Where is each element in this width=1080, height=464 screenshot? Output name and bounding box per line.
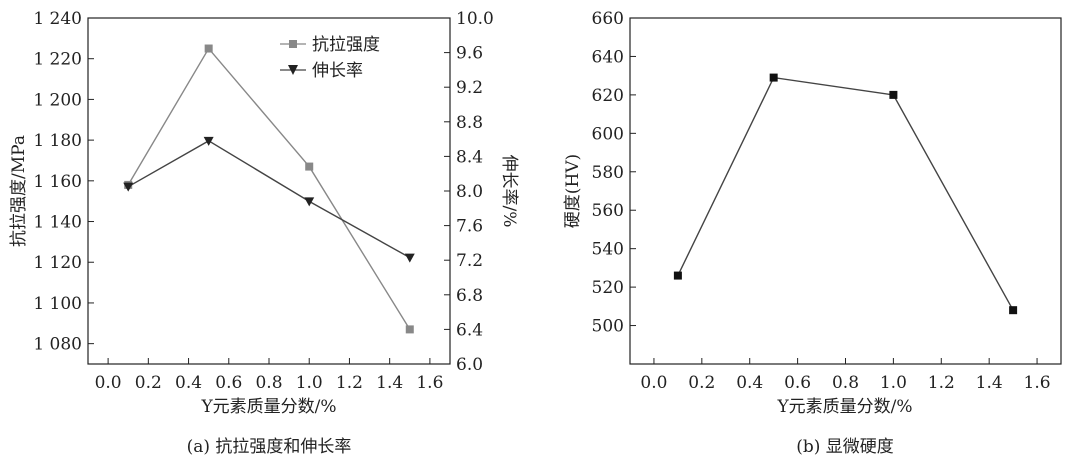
x-tick-label: 1.4	[976, 373, 1003, 393]
x-tick-label: 0.0	[95, 373, 122, 393]
y2-tick-label: 9.2	[456, 78, 483, 98]
chart-a-x-ticks: 0.0 0.2 0.4 0.6 0.8 1.0 1.2 1.4 1.6	[95, 358, 443, 393]
chart-b-x-ticks: 0.0 0.2 0.4 0.6 0.8 1.0 1.2 1.4 1.6	[640, 358, 1051, 393]
y2-tick-label: 8.8	[456, 113, 483, 133]
x-tick-label: 0.4	[736, 373, 763, 393]
y2-tick-label: 6.4	[456, 320, 483, 340]
chart-b-y-ticks: 500 520 540 560 580 600 620 640 660	[592, 9, 636, 337]
x-tick-label: 0.4	[175, 373, 202, 393]
y-tick-label: 560	[592, 201, 624, 221]
y-tick-label: 1 220	[33, 50, 82, 70]
x-tick-label: 0.8	[255, 373, 282, 393]
x-tick-label: 1.2	[928, 373, 955, 393]
y2-tick-label: 9.6	[456, 44, 483, 64]
data-point	[304, 197, 315, 207]
data-point	[769, 73, 778, 82]
data-point	[405, 325, 414, 334]
y-tick-label: 500	[592, 317, 624, 337]
x-tick-label: 0.8	[832, 373, 859, 393]
y-tick-label: 540	[592, 240, 624, 260]
y2-tick-label: 8.4	[456, 147, 483, 167]
data-point	[305, 162, 314, 171]
x-tick-label: 1.0	[880, 373, 907, 393]
data-point	[404, 253, 415, 263]
legend-label-tensile: 抗拉强度	[312, 35, 380, 55]
y-tick-label: 1 180	[33, 131, 82, 151]
y-tick-label: 1 240	[33, 9, 82, 29]
x-tick-label: 0.2	[135, 373, 162, 393]
chart-a-y-axis-title: 抗拉强度/MPa	[9, 135, 29, 247]
chart-a-y2-axis-title: 伸长率/%	[499, 155, 519, 228]
y-tick-label: 580	[592, 163, 624, 183]
y-tick-label: 1 120	[33, 253, 82, 273]
chart-b: 0.0 0.2 0.4 0.6 0.8 1.0 1.2 1.4 1.6 500 520 540 560…	[563, 9, 1062, 457]
y-tick-label: 620	[592, 86, 624, 106]
data-point	[123, 182, 134, 192]
y-tick-label: 1 080	[33, 335, 82, 355]
chart-b-x-axis-title: Y元素质量分数/%	[776, 397, 912, 417]
data-point	[889, 90, 898, 99]
series-line-1	[127, 140, 411, 259]
chart-a-y-ticks: 1 080 1 100 1 120 1 140 1 160 1 180 1 200 1 220…	[33, 9, 94, 355]
chart-b-series	[673, 73, 1018, 315]
chart-a-series	[123, 44, 415, 334]
x-tick-label: 1.4	[376, 373, 403, 393]
chart-a-caption: (a) 抗拉强度和伸长率	[187, 437, 352, 457]
x-tick-label: 1.0	[296, 373, 323, 393]
chart-b-plot-frame	[629, 17, 1062, 365]
data-point	[204, 44, 213, 53]
y2-tick-label: 7.6	[456, 217, 483, 237]
chart-b-caption: (b) 显微硬度	[796, 437, 894, 457]
chart-a-plot-frame	[87, 17, 451, 365]
y2-tick-label: 6.8	[456, 286, 483, 306]
y-tick-label: 1 140	[33, 213, 82, 233]
chart-a-x-axis-title: Y元素质量分数/%	[200, 397, 336, 417]
y-tick-label: 660	[592, 9, 624, 29]
chart-a-legend: 抗拉强度 伸长率	[280, 35, 380, 81]
legend-marker-elongation	[288, 65, 298, 75]
series-line-0	[677, 76, 1014, 311]
x-tick-label: 0.6	[215, 373, 242, 393]
chart-a-y2-ticks: 6.0 6.4 6.8 7.2 7.6 8.0 8.4 8.8 9.2 9.6 10.0	[444, 9, 494, 375]
y2-tick-label: 6.0	[456, 355, 483, 375]
series-line-0	[127, 47, 411, 330]
y2-tick-label: 7.2	[456, 251, 483, 271]
y-tick-label: 600	[592, 124, 624, 144]
x-tick-label: 1.6	[1024, 373, 1051, 393]
data-point	[673, 271, 682, 280]
y-tick-label: 1 160	[33, 172, 82, 192]
y2-tick-label: 10.0	[456, 9, 494, 29]
legend-marker-tensile	[289, 40, 297, 48]
data-point	[1009, 306, 1018, 315]
y-tick-label: 640	[592, 47, 624, 67]
x-tick-label: 0.0	[640, 373, 667, 393]
x-tick-label: 1.6	[416, 373, 443, 393]
y-tick-label: 520	[592, 278, 624, 298]
y-tick-label: 1 200	[33, 90, 82, 110]
y2-tick-label: 8.0	[456, 182, 483, 202]
y-tick-label: 1 100	[33, 294, 82, 314]
legend-label-elongation: 伸长率	[312, 61, 363, 81]
chart-b-y-axis-title: 硬度(HV)	[563, 154, 583, 228]
x-tick-label: 0.6	[784, 373, 811, 393]
x-tick-label: 1.2	[336, 373, 363, 393]
data-point	[203, 136, 214, 146]
x-tick-label: 0.2	[688, 373, 715, 393]
